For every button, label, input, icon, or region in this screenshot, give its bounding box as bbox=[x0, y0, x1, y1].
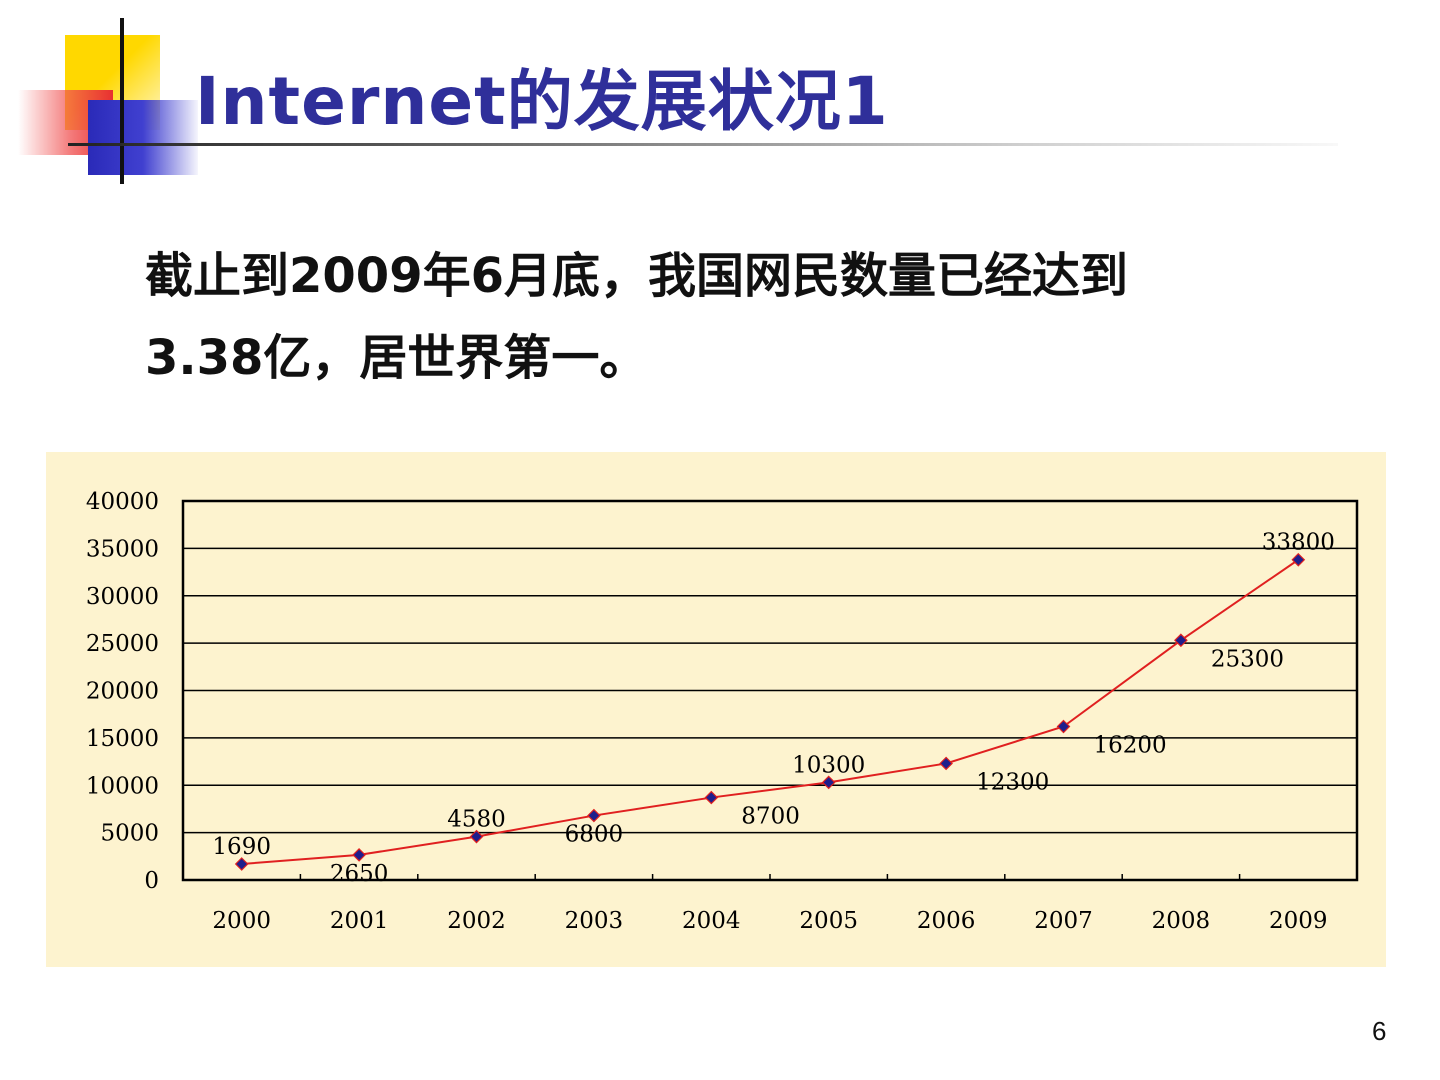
x-tick-label: 2006 bbox=[917, 908, 976, 934]
data-label: 25300 bbox=[1211, 646, 1284, 672]
y-tick-label: 40000 bbox=[86, 489, 159, 515]
data-label: 33800 bbox=[1262, 530, 1335, 556]
decor-blue-square bbox=[88, 100, 198, 175]
y-tick-label: 25000 bbox=[86, 631, 159, 657]
data-point bbox=[1056, 719, 1071, 734]
line-chart: 0 5000 10000 15000 20000 25000 30000 35000 40000… bbox=[86, 489, 1359, 934]
data-point bbox=[1174, 633, 1188, 648]
x-tick-label: 2007 bbox=[1034, 908, 1093, 934]
page-number: 6 bbox=[1372, 1016, 1387, 1046]
y-tick-label: 35000 bbox=[86, 536, 159, 562]
data-label: 2650 bbox=[330, 861, 389, 887]
data-point bbox=[234, 857, 249, 871]
chart-panel: 0 5000 10000 15000 20000 25000 30000 35000 40000… bbox=[46, 452, 1386, 967]
data-point bbox=[352, 848, 366, 862]
y-tick-label: 15000 bbox=[86, 726, 159, 752]
x-tick-label: 2000 bbox=[212, 908, 271, 934]
decor-vertical-line bbox=[120, 18, 124, 184]
x-tick-label: 2004 bbox=[682, 908, 741, 934]
data-point bbox=[469, 829, 484, 844]
x-tick-label: 2003 bbox=[565, 908, 624, 934]
body-line-2: 3.38亿，居世界第一。 bbox=[145, 330, 648, 386]
data-label: 8700 bbox=[741, 804, 800, 830]
body-line-1: 截止到2009年6月底，我国网民数量已经达到 bbox=[145, 248, 1128, 304]
y-tick-label: 20000 bbox=[86, 679, 159, 705]
data-point bbox=[821, 775, 836, 790]
slide-body: 截止到2009年6月底，我国网民数量已经达到 3.38亿，居世界第一。 bbox=[145, 235, 1305, 399]
x-tick-label: 2002 bbox=[447, 908, 506, 934]
y-tick-label: 30000 bbox=[86, 584, 159, 610]
x-tick-label: 2008 bbox=[1152, 908, 1211, 934]
series-line bbox=[241, 558, 1299, 865]
x-tick-label: 2001 bbox=[330, 908, 389, 934]
data-label: 1690 bbox=[212, 834, 271, 860]
data-label: 4580 bbox=[447, 807, 506, 833]
data-label: 6800 bbox=[565, 822, 624, 848]
data-point bbox=[939, 756, 953, 771]
title-underline bbox=[68, 143, 1338, 146]
data-point bbox=[1291, 552, 1306, 567]
x-tick-label: 2005 bbox=[799, 908, 858, 934]
y-tick-label: 5000 bbox=[100, 821, 159, 847]
data-point bbox=[587, 808, 601, 823]
data-label: 12300 bbox=[976, 769, 1049, 795]
data-point bbox=[704, 790, 719, 805]
slide-title: Internet的发展状况1 bbox=[195, 63, 889, 140]
x-tick-label: 2009 bbox=[1269, 908, 1328, 934]
y-tick-label: 0 bbox=[144, 868, 159, 894]
y-tick-label: 10000 bbox=[86, 773, 159, 799]
data-label: 16200 bbox=[1094, 733, 1167, 759]
data-label: 10300 bbox=[792, 752, 865, 778]
